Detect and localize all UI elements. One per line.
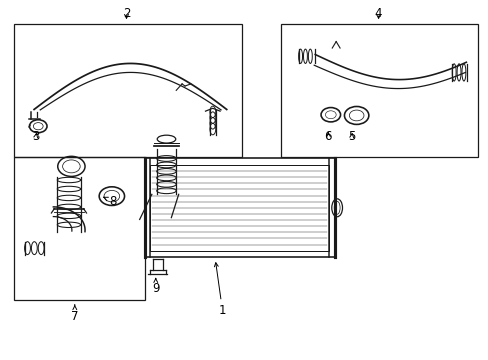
Text: 8: 8: [103, 195, 116, 208]
Text: 4: 4: [374, 7, 382, 20]
Bar: [144, 158, 334, 257]
Text: 7: 7: [71, 305, 79, 324]
Bar: [14, 157, 144, 300]
Text: 6: 6: [324, 130, 331, 144]
Bar: [281, 24, 477, 157]
Text: 5: 5: [347, 130, 355, 144]
Text: 1: 1: [214, 263, 226, 318]
Text: 2: 2: [122, 7, 130, 20]
Bar: [14, 24, 242, 157]
Bar: [150, 165, 328, 251]
Text: 9: 9: [152, 279, 159, 295]
Text: 3: 3: [32, 130, 40, 144]
